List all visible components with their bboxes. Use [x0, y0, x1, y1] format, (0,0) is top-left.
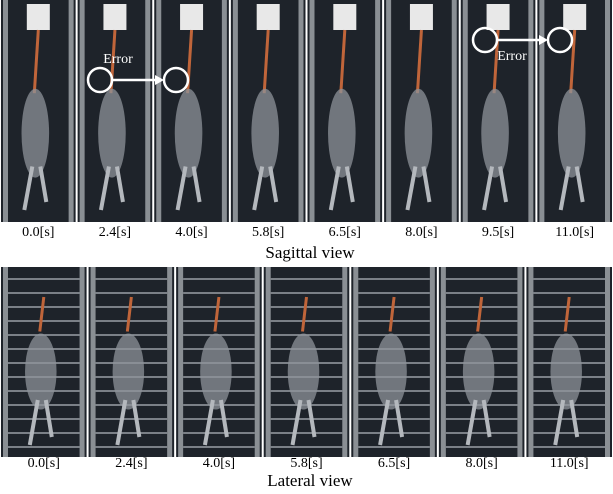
- robot-body: [22, 89, 50, 178]
- robot-body: [558, 89, 586, 178]
- timestamp: 5.8[s]: [252, 225, 284, 240]
- rack: [299, 0, 304, 222]
- timestamp: 5.8[s]: [290, 456, 322, 471]
- robot-body: [98, 89, 126, 178]
- winch: [487, 4, 510, 30]
- timestamp: 2.4[s]: [115, 456, 147, 471]
- timestamp: 4.0[s]: [175, 225, 207, 240]
- rack: [375, 0, 380, 222]
- rack: [463, 0, 468, 222]
- error-label: Error: [103, 52, 133, 67]
- rack: [386, 0, 391, 222]
- rack: [353, 267, 358, 457]
- error-label: Error: [497, 49, 527, 64]
- rack: [528, 0, 533, 222]
- winch: [180, 4, 203, 30]
- robot-body: [375, 334, 407, 410]
- robot-body: [550, 334, 582, 410]
- sagittal-frames: [1, 0, 612, 222]
- frame: [384, 0, 459, 222]
- frame: [537, 0, 612, 222]
- rack: [178, 267, 183, 457]
- robot-body: [463, 334, 495, 410]
- rack: [91, 267, 96, 457]
- robot-body: [251, 89, 279, 178]
- frame: [78, 0, 153, 222]
- frame: [461, 0, 536, 222]
- robot-body: [175, 89, 203, 178]
- frame: [231, 0, 306, 222]
- frame: [1, 267, 87, 457]
- rack: [266, 267, 271, 457]
- caption: Lateral view: [267, 471, 353, 490]
- rack: [430, 267, 435, 457]
- timestamp: 2.4[s]: [99, 225, 131, 240]
- timestamp: 0.0[s]: [28, 456, 60, 471]
- frame: [89, 267, 175, 457]
- robot-body: [288, 334, 320, 410]
- winch: [257, 4, 280, 30]
- timestamp: 9.5[s]: [482, 225, 514, 240]
- winch: [563, 4, 586, 30]
- robot-body: [328, 89, 356, 178]
- rack: [80, 267, 85, 457]
- frame: [1, 0, 76, 222]
- figure: Sagittal view Lateral view 0.0[s] 2.4[s] 4…: [0, 0, 613, 494]
- rack: [3, 267, 8, 457]
- rack: [233, 0, 238, 222]
- frame: [264, 267, 350, 457]
- robot-body: [405, 89, 433, 178]
- rack: [222, 0, 227, 222]
- rack: [167, 267, 172, 457]
- rack: [69, 0, 74, 222]
- robot-body: [481, 89, 509, 178]
- rack: [145, 0, 150, 222]
- winch: [333, 4, 356, 30]
- timestamp: 6.5[s]: [378, 456, 410, 471]
- rack: [452, 0, 457, 222]
- rack: [255, 267, 260, 457]
- caption: Sagittal view: [265, 243, 355, 262]
- frame: [154, 0, 229, 222]
- rack: [441, 267, 446, 457]
- rack: [156, 0, 161, 222]
- rack: [605, 267, 610, 457]
- timestamp: 6.5[s]: [329, 225, 361, 240]
- robot-body: [25, 334, 57, 410]
- timestamp: 8.0[s]: [405, 225, 437, 240]
- rack: [342, 267, 347, 457]
- robot-body: [200, 334, 232, 410]
- timestamp: 4.0[s]: [203, 456, 235, 471]
- winch: [410, 4, 433, 30]
- winch: [27, 4, 50, 30]
- timestamp: 11.0[s]: [550, 456, 589, 471]
- rack: [517, 267, 522, 457]
- frame: [439, 267, 525, 457]
- rack: [605, 0, 610, 222]
- winch: [103, 4, 126, 30]
- rack: [3, 0, 8, 222]
- rack: [310, 0, 315, 222]
- rack: [80, 0, 85, 222]
- frame: [526, 267, 612, 457]
- timestamp: 11.0[s]: [555, 225, 594, 240]
- frame: [351, 267, 437, 457]
- frame: [176, 267, 262, 457]
- frame: [308, 0, 383, 222]
- robot-body: [113, 334, 145, 410]
- rack: [539, 0, 544, 222]
- lateral-frames: [1, 267, 612, 457]
- timestamp: 8.0[s]: [466, 456, 498, 471]
- timestamp: 0.0[s]: [22, 225, 54, 240]
- rack: [528, 267, 533, 457]
